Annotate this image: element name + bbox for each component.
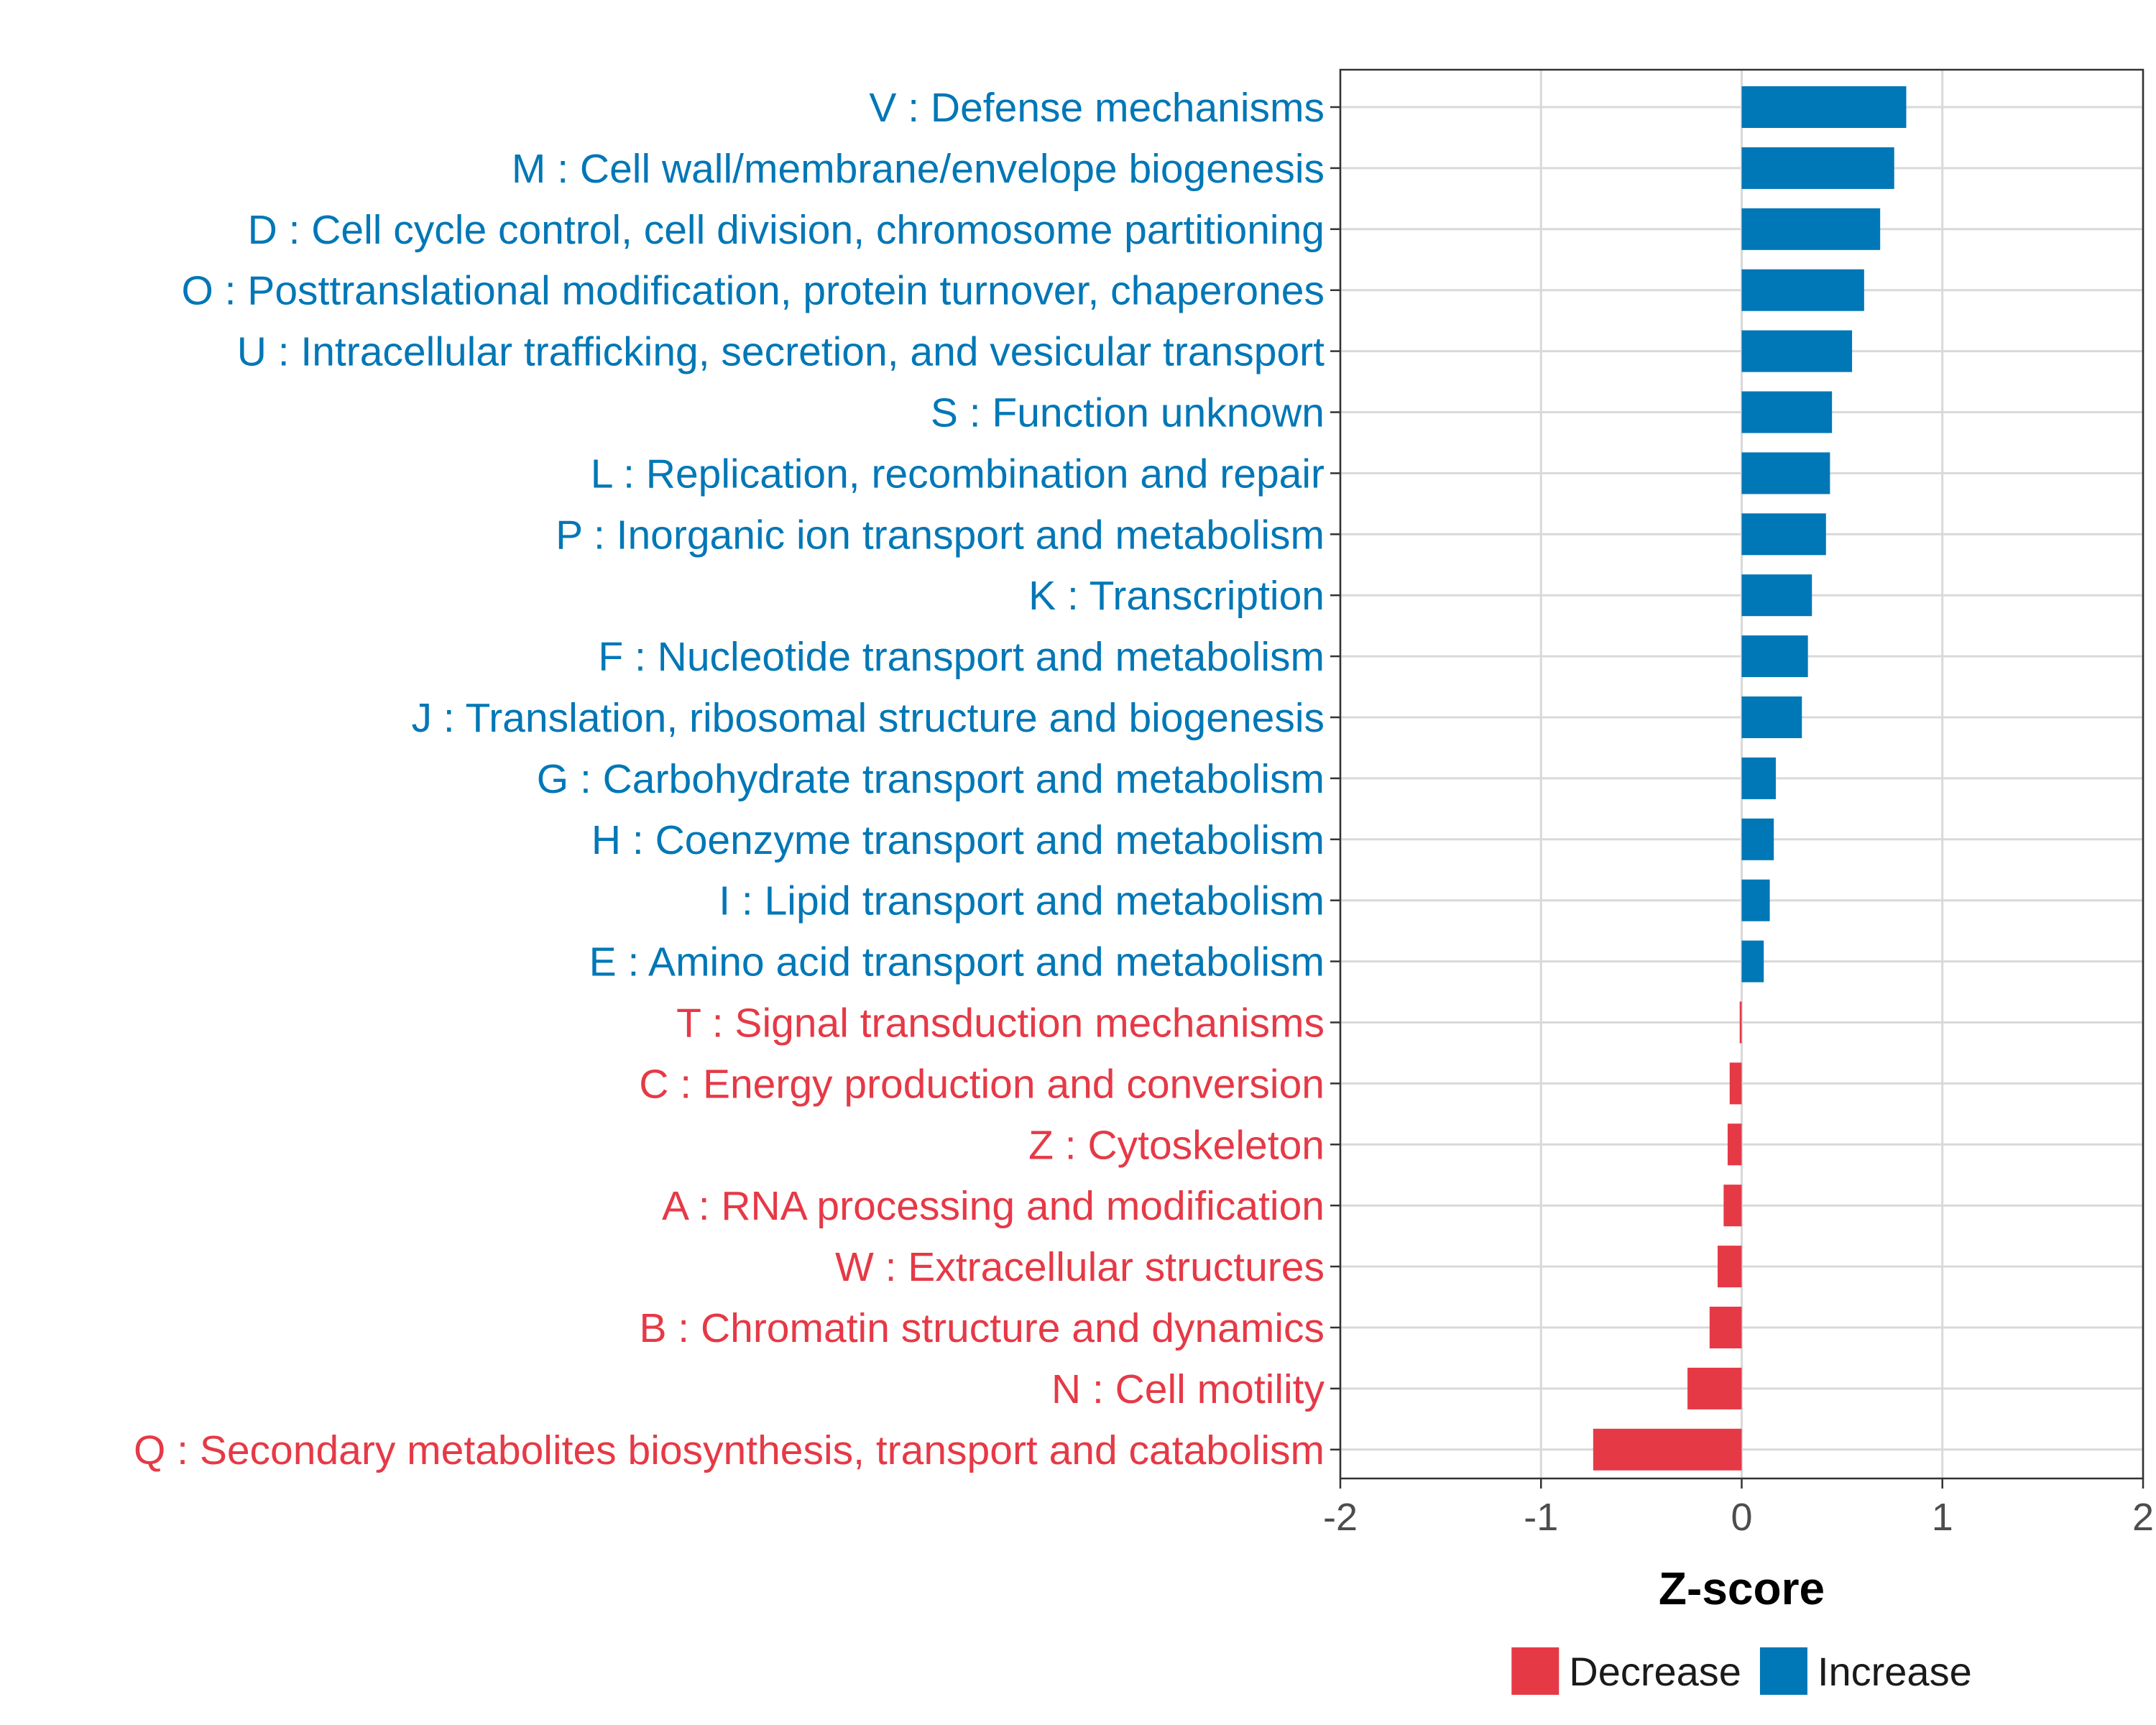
- category-label: D : Cell cycle control, cell division, c…: [248, 207, 1325, 253]
- bar: [1709, 1307, 1742, 1348]
- decrease-legend-swatch: [1511, 1647, 1560, 1695]
- bar: [1741, 147, 1894, 189]
- category-label: U : Intracellular trafficking, secretion…: [237, 329, 1325, 375]
- bar: [1741, 635, 1808, 678]
- bar: [1729, 1062, 1742, 1105]
- increase-legend-label: Increase: [1818, 1649, 1972, 1694]
- category-label: E : Amino acid transport and metabolism: [589, 939, 1325, 985]
- x-tick-label: 0: [1731, 1496, 1752, 1539]
- bar: [1739, 1001, 1742, 1044]
- decrease-legend-label: Decrease: [1569, 1649, 1741, 1694]
- category-label: M : Cell wall/membrane/envelope biogenes…: [512, 146, 1325, 192]
- category-label: O : Posttranslational modification, prot…: [181, 268, 1325, 314]
- category-label: B : Chromatin structure and dynamics: [639, 1305, 1325, 1351]
- bar: [1687, 1367, 1742, 1409]
- bar: [1741, 269, 1864, 311]
- category-label: V : Defense mechanisms: [869, 85, 1325, 131]
- category-label: C : Energy production and conversion: [639, 1061, 1325, 1107]
- bar: [1741, 757, 1776, 799]
- legend: Decrease Increase: [1511, 1647, 1972, 1695]
- bar: [1741, 574, 1812, 617]
- category-label: N : Cell motility: [1051, 1366, 1325, 1412]
- category-label: S : Function unknown: [931, 390, 1325, 436]
- category-label: T : Signal transduction mechanisms: [676, 1000, 1325, 1046]
- category-label: W : Extracellular structures: [835, 1244, 1325, 1290]
- bar: [1741, 696, 1802, 738]
- bar: [1741, 452, 1830, 494]
- category-label: J : Translation, ribosomal structure and…: [412, 695, 1325, 741]
- x-tick-label: 2: [2132, 1496, 2154, 1539]
- category-label: I : Lipid transport and metabolism: [719, 878, 1325, 924]
- category-label: Z : Cytoskeleton: [1028, 1122, 1325, 1168]
- bar: [1723, 1184, 1742, 1227]
- category-label: A : RNA processing and modification: [662, 1183, 1325, 1229]
- y-axis-ticks: [1330, 106, 1340, 1451]
- category-label: G : Carbohydrate transport and metabolis…: [537, 756, 1325, 802]
- bar: [1741, 330, 1853, 372]
- bar: [1741, 513, 1826, 556]
- x-axis-title: Z-score: [1659, 1563, 1825, 1614]
- category-label: F : Nucleotide transport and metabolism: [598, 634, 1325, 680]
- bar: [1741, 391, 1833, 433]
- bar: [1741, 879, 1770, 921]
- x-tick-label: 1: [1932, 1496, 1953, 1539]
- x-tick-label: -2: [1323, 1496, 1358, 1539]
- x-axis: -2 -1 0 1 2: [1323, 1478, 2154, 1539]
- bar: [1741, 208, 1881, 250]
- bar: [1593, 1428, 1742, 1471]
- bar: [1741, 818, 1774, 860]
- bar: [1727, 1123, 1742, 1166]
- bars: [1593, 86, 1907, 1471]
- category-label: K : Transcription: [1028, 573, 1325, 619]
- category-label: Q : Secondary metabolites biosynthesis, …: [134, 1427, 1325, 1473]
- bar: [1741, 940, 1764, 983]
- category-labels: V : Defense mechanisms M : Cell wall/memb…: [134, 85, 1325, 1473]
- bar: [1717, 1246, 1742, 1288]
- bar: [1741, 86, 1907, 128]
- x-tick-label: -1: [1524, 1496, 1558, 1539]
- category-label: H : Coenzyme transport and metabolism: [591, 817, 1325, 863]
- category-label: P : Inorganic ion transport and metaboli…: [556, 512, 1325, 558]
- increase-legend-swatch: [1759, 1647, 1807, 1695]
- category-label: L : Replication, recombination and repai…: [591, 451, 1325, 497]
